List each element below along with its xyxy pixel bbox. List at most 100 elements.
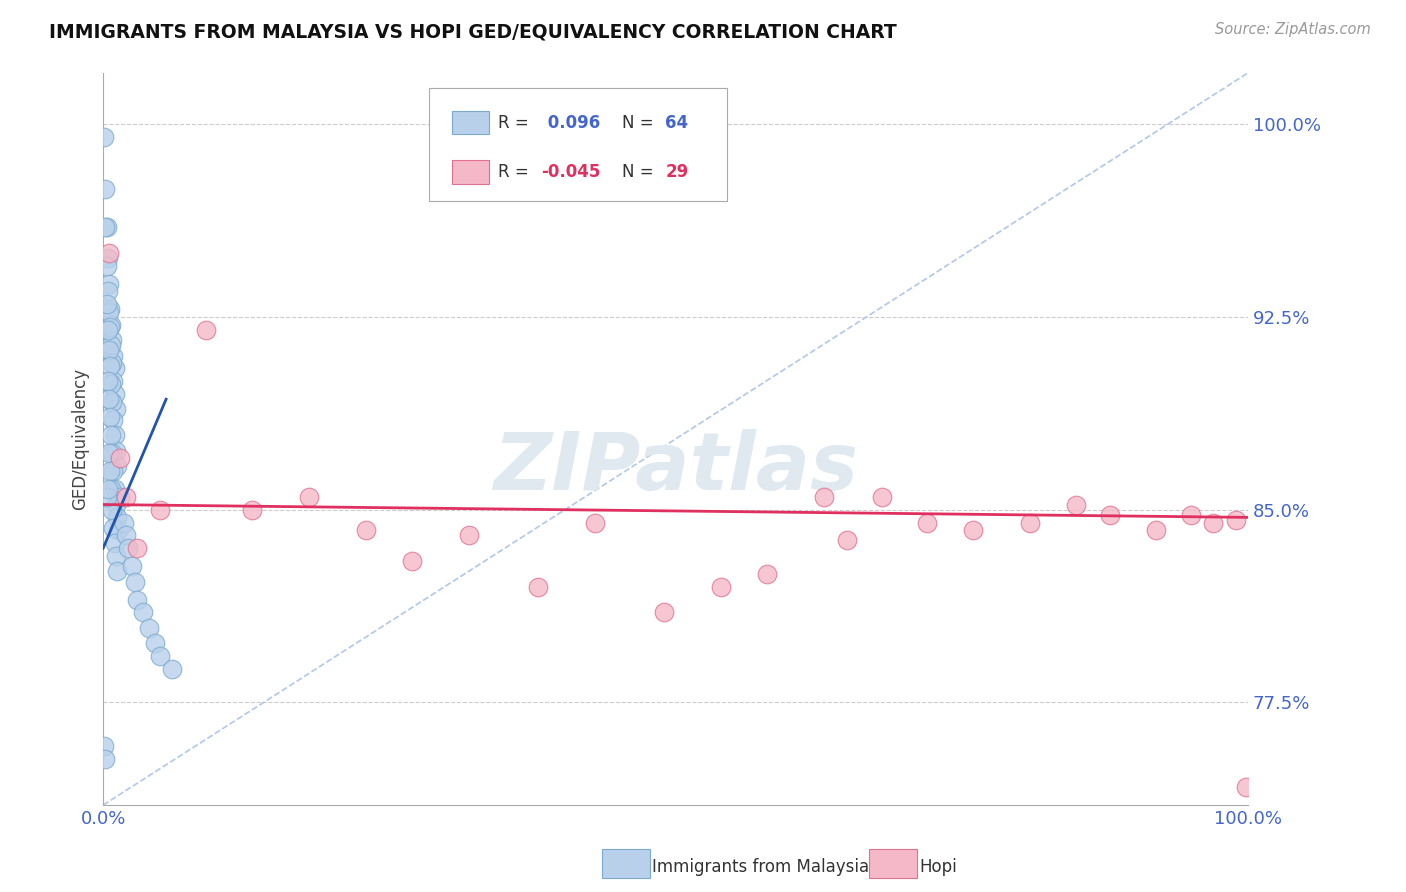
Point xyxy=(107,523,129,537)
Text: R =: R = xyxy=(498,113,534,132)
Text: Source: ZipAtlas.com: Source: ZipAtlas.com xyxy=(1215,22,1371,37)
Point xyxy=(97,251,120,265)
FancyBboxPatch shape xyxy=(429,87,727,201)
Point xyxy=(97,277,120,291)
Point xyxy=(195,323,218,337)
Point xyxy=(104,498,127,512)
Point xyxy=(138,621,160,635)
Point xyxy=(1225,513,1247,527)
Text: Hopi: Hopi xyxy=(920,858,957,876)
Text: IMMIGRANTS FROM MALAYSIA VS HOPI GED/EQUIVALENCY CORRELATION CHART: IMMIGRANTS FROM MALAYSIA VS HOPI GED/EQU… xyxy=(49,22,897,41)
Point xyxy=(94,752,117,766)
Point xyxy=(101,502,124,516)
Point xyxy=(98,359,121,373)
Point xyxy=(103,413,125,427)
Point xyxy=(96,297,118,311)
Point xyxy=(1144,523,1167,537)
Point xyxy=(103,536,125,550)
Point xyxy=(94,181,117,195)
Point xyxy=(103,482,125,496)
FancyBboxPatch shape xyxy=(453,111,489,135)
Point xyxy=(103,464,125,478)
Point xyxy=(101,356,124,370)
Point xyxy=(97,285,120,299)
Point xyxy=(962,523,984,537)
Text: N =: N = xyxy=(621,163,658,181)
Point xyxy=(652,606,675,620)
Point xyxy=(356,523,378,537)
Point xyxy=(101,446,124,460)
Point xyxy=(756,566,779,581)
Point xyxy=(870,490,893,504)
FancyBboxPatch shape xyxy=(453,161,489,184)
Point xyxy=(97,374,120,388)
Point xyxy=(127,541,149,556)
Y-axis label: GED/Equivalency: GED/Equivalency xyxy=(72,368,89,510)
Point xyxy=(103,349,125,363)
Point xyxy=(1099,508,1122,522)
Point xyxy=(100,376,122,391)
Point xyxy=(105,564,128,578)
Point xyxy=(98,320,121,334)
Point xyxy=(103,521,125,535)
Point xyxy=(93,130,115,145)
Point xyxy=(121,559,143,574)
Point xyxy=(298,490,321,504)
Point xyxy=(401,554,423,568)
Point xyxy=(97,323,120,337)
Point xyxy=(149,502,172,516)
Point xyxy=(100,318,122,332)
Point xyxy=(160,662,183,676)
Point xyxy=(100,482,122,496)
Text: ZIPatlas: ZIPatlas xyxy=(494,429,858,508)
Point xyxy=(1234,780,1257,794)
Point xyxy=(458,528,481,542)
Text: -0.045: -0.045 xyxy=(541,163,600,181)
Point xyxy=(112,516,135,530)
Text: Immigrants from Malaysia: Immigrants from Malaysia xyxy=(652,858,869,876)
Point xyxy=(104,443,127,458)
Point xyxy=(132,606,155,620)
Point xyxy=(1202,516,1225,530)
Point xyxy=(100,338,122,352)
Point xyxy=(115,490,138,504)
Point xyxy=(110,490,132,504)
Point xyxy=(837,533,859,548)
Point xyxy=(104,549,127,563)
Point xyxy=(115,528,138,542)
Text: N =: N = xyxy=(621,113,658,132)
Point xyxy=(583,516,606,530)
Point xyxy=(527,580,550,594)
Point xyxy=(101,333,124,347)
Point xyxy=(124,574,146,589)
Point xyxy=(117,541,139,556)
Point xyxy=(96,259,118,273)
Point xyxy=(100,428,122,442)
Point xyxy=(96,490,118,504)
Point xyxy=(1064,498,1087,512)
Point xyxy=(96,220,118,235)
Point xyxy=(103,374,125,388)
Point xyxy=(917,516,939,530)
Point xyxy=(97,245,120,260)
Point xyxy=(105,510,128,524)
Point xyxy=(97,305,120,319)
Point xyxy=(104,402,127,417)
Point xyxy=(143,636,166,650)
Point xyxy=(149,649,172,664)
Point xyxy=(1019,516,1042,530)
Point xyxy=(101,394,124,409)
Point xyxy=(97,343,120,358)
Point xyxy=(813,490,835,504)
Text: 64: 64 xyxy=(665,113,689,132)
Point xyxy=(103,361,125,376)
Point xyxy=(94,220,117,235)
Point xyxy=(98,410,121,425)
Point xyxy=(98,464,121,478)
Point xyxy=(103,428,125,442)
Text: 29: 29 xyxy=(665,163,689,181)
Point xyxy=(97,446,120,460)
Point xyxy=(98,302,121,317)
Point xyxy=(710,580,733,594)
Point xyxy=(97,482,120,496)
